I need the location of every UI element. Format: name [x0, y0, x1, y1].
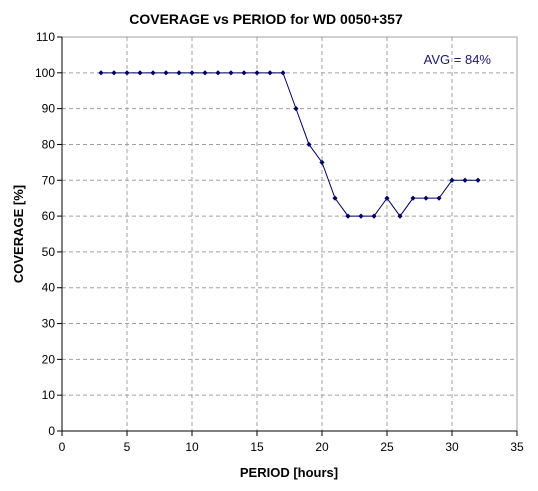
data-point — [280, 70, 286, 76]
avg-annotation: AVG = 84% — [424, 52, 492, 67]
data-point — [410, 195, 416, 201]
data-point — [176, 70, 182, 76]
chart-title: COVERAGE vs PERIOD for WD 0050+357 — [129, 11, 403, 27]
x-tick-label: 20 — [315, 440, 329, 454]
data-point — [111, 70, 117, 76]
data-point — [306, 141, 312, 148]
data-point — [202, 70, 208, 76]
data-point — [423, 195, 429, 201]
x-axis-label: PERIOD [hours] — [240, 465, 338, 480]
y-axis-ticks: 0 10 20 30 40 50 60 70 80 90 100 110 — [35, 30, 62, 438]
y-tick-label: 80 — [42, 137, 56, 151]
data-point — [449, 177, 455, 183]
x-tick-label: 35 — [510, 440, 524, 454]
data-point — [137, 70, 143, 76]
data-point — [150, 70, 156, 76]
data-point — [293, 106, 299, 112]
y-tick-label: 20 — [42, 352, 56, 366]
x-tick-label: 25 — [380, 440, 394, 454]
y-tick-label: 100 — [35, 66, 55, 80]
series — [98, 70, 481, 219]
x-tick-label: 15 — [250, 440, 264, 454]
data-point — [254, 70, 260, 76]
data-point — [241, 70, 247, 76]
y-tick-label: 110 — [36, 30, 55, 44]
data-point — [319, 159, 325, 165]
data-point — [215, 70, 221, 76]
data-point — [267, 70, 273, 76]
y-tick-label: 90 — [42, 102, 56, 116]
y-tick-label: 70 — [42, 173, 56, 187]
data-point — [228, 70, 234, 76]
data-point — [163, 70, 169, 76]
y-tick-label: 30 — [42, 317, 56, 331]
x-tick-label: 0 — [59, 440, 66, 454]
data-point — [475, 177, 481, 183]
x-tick-label: 10 — [185, 440, 199, 454]
y-tick-label: 60 — [42, 209, 56, 223]
data-point — [462, 177, 468, 183]
axes — [61, 37, 517, 432]
y-tick-label: 0 — [48, 424, 55, 438]
data-point — [397, 213, 403, 219]
data-point — [332, 195, 338, 201]
data-point — [124, 70, 130, 76]
x-axis-ticks: 0 5 10 15 20 25 30 35 — [59, 431, 524, 454]
y-tick-label: 10 — [42, 388, 56, 402]
y-tick-label: 50 — [42, 245, 56, 259]
plot-area-frame — [61, 36, 518, 432]
data-point — [436, 195, 442, 201]
grid — [62, 37, 517, 431]
data-point — [384, 195, 390, 201]
x-tick-label: 5 — [124, 440, 131, 454]
data-point — [98, 70, 104, 76]
data-point — [189, 70, 195, 76]
data-point — [358, 213, 364, 219]
data-point — [345, 213, 351, 219]
x-tick-label: 30 — [445, 440, 459, 454]
y-tick-label: 40 — [42, 281, 56, 295]
data-point — [371, 213, 377, 219]
y-axis-label: COVERAGE [%] — [11, 185, 26, 283]
